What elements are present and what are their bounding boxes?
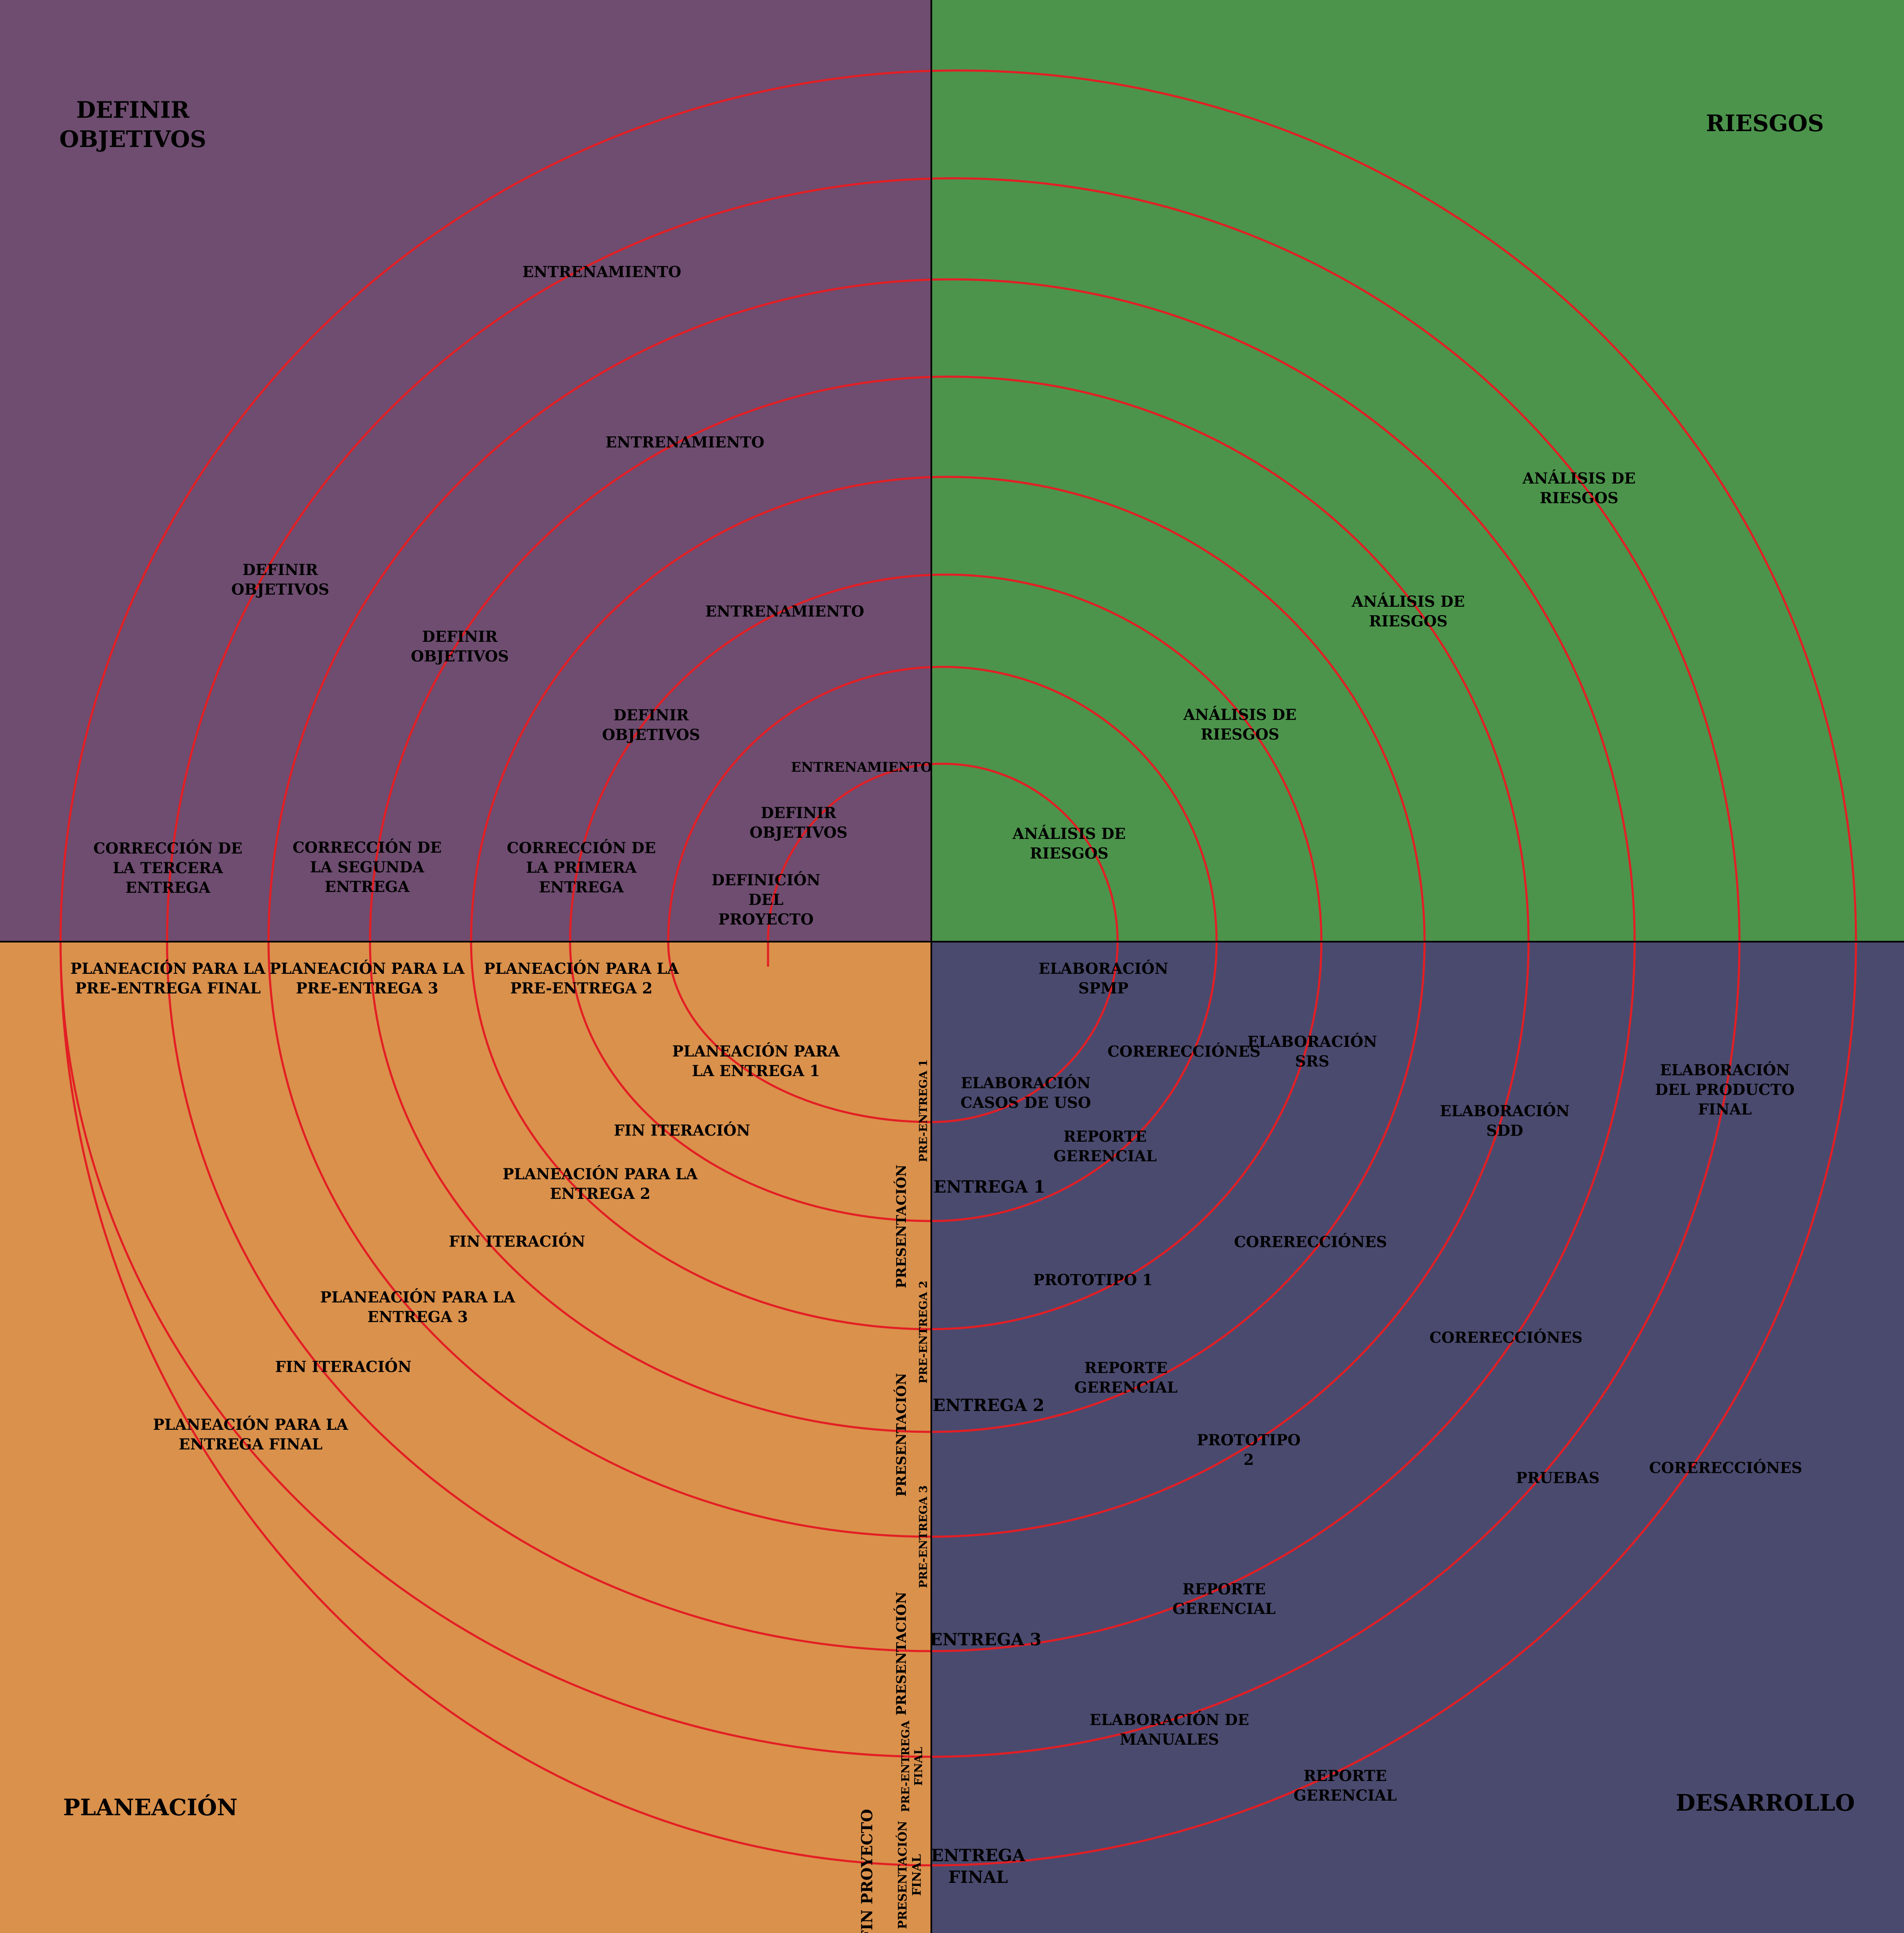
pre-delivery-label: PRE-ENTREGA 3 — [917, 1485, 930, 1588]
delivery-1-label: ENTREGA 1 — [933, 1177, 1045, 1197]
risk-analysis-label: ANÁLISIS DE RIESGOS — [1012, 825, 1126, 862]
iteration-end-label: FIN ITERACIÓN — [449, 1233, 586, 1251]
planning-label: PLANEACIÓN PARA LA ENTREGA 1 — [672, 1043, 840, 1080]
training-label: ENTRENAMIENTO — [791, 759, 933, 775]
define-objectives-label: DEFINIR OBJETIVOS — [602, 707, 700, 744]
iteration-end-label: FIN ITERACIÓN — [614, 1122, 750, 1140]
risk-analysis-label: ANÁLISIS DE RIESGOS — [1351, 593, 1465, 630]
quadrant-planning — [0, 942, 931, 1933]
quadrant-development — [931, 942, 1904, 1933]
corrections-label: CORERECCIÓNES — [1649, 1459, 1803, 1477]
final-delivery-label: ENTREGA FINAL — [931, 1846, 1025, 1887]
risk-analysis-label: ANÁLISIS DE RIESGOS — [1522, 470, 1636, 507]
pre-delivery-label: PRE-ENTREGA 1 — [917, 1059, 930, 1163]
management-report-label: REPORTE GERENCIAL — [1053, 1128, 1157, 1165]
sdd-label: ELABORACIÓN SDD — [1440, 1102, 1570, 1140]
planning-label: PLANEACIÓN PARA LA ENTREGA 2 — [502, 1165, 698, 1203]
final-product-label: ELABORACIÓN DEL PRODUCTO FINAL — [1655, 1061, 1795, 1118]
define-objectives-label: DEFINIR OBJETIVOS — [749, 804, 848, 841]
correction-label: CORRECCIÓN DE LA PRIMERA ENTREGA — [507, 839, 656, 896]
management-report-label: REPORTE GERENCIAL — [1172, 1581, 1276, 1618]
quadrant-title-development: DESARROLLO — [1676, 1789, 1855, 1816]
quadrant-define-objectives — [0, 0, 931, 942]
quadrant-title-risks: RIESGOS — [1706, 109, 1824, 137]
define-objectives-label: DEFINIR OBJETIVOS — [411, 628, 509, 665]
planning-label: PLANEACIÓN PARA LA PRE-ENTREGA 3 — [269, 960, 465, 997]
correction-label: CORRECCIÓN DE LA TERCERA ENTREGA — [93, 839, 243, 897]
management-report-label: REPORTE GERENCIAL — [1293, 1767, 1397, 1804]
srs-label: ELABORACIÓN SRS — [1247, 1033, 1377, 1070]
training-label: ENTRENAMIENTO — [605, 433, 765, 451]
pre-delivery-label: PRE-ENTREGA FINAL — [899, 1720, 925, 1812]
quadrant-title-planning: PLANEACIÓN — [63, 1794, 238, 1821]
prototype-1-label: PROTOTIPO 1 — [1033, 1271, 1153, 1289]
spmp-label: ELABORACIÓN SPMP — [1038, 960, 1169, 997]
define-objectives-label: DEFINIR OBJETIVOS — [231, 561, 330, 598]
planning-label: PLANEACIÓN PARA LA ENTREGA FINAL — [153, 1416, 348, 1453]
tests-label: PRUEBAS — [1516, 1469, 1600, 1487]
presentation-label: PRESENTACIÓN — [893, 1373, 909, 1497]
quadrant-title-objectives: DEFINIR OBJETIVOS — [59, 96, 206, 152]
training-label: ENTRENAMIENTO — [705, 603, 865, 621]
corrections-label: CORERECCIÓNES — [1107, 1043, 1261, 1061]
corrections-label: CORERECCIÓNES — [1429, 1329, 1583, 1347]
risk-analysis-label: ANÁLISIS DE RIESGOS — [1183, 706, 1297, 743]
use-cases-label: ELABORACIÓN CASOS DE USO — [960, 1074, 1091, 1112]
delivery-3-label: ENTREGA 3 — [930, 1630, 1042, 1649]
presentation-label: PRESENTACIÓN — [893, 1164, 909, 1289]
delivery-2-label: ENTREGA 2 — [933, 1396, 1045, 1415]
quadrant-risks — [931, 0, 1904, 942]
spiral-path — [59, 69, 1857, 1867]
final-presentation-label: PRESENTACIÓN FINAL — [895, 1821, 923, 1929]
planning-label: PLANEACIÓN PARA LA ENTREGA 3 — [320, 1289, 515, 1326]
project-end-label: FIN PROYECTO — [858, 1809, 876, 1933]
spiral-arcs — [59, 69, 1857, 1867]
management-report-label: REPORTE GERENCIAL — [1074, 1359, 1178, 1396]
iteration-end-label: FIN ITERACIÓN — [275, 1358, 412, 1376]
correction-label: CORRECCIÓN DE LA SEGUNDA ENTREGA — [292, 839, 442, 896]
corrections-label: CORERECCIÓNES — [1234, 1233, 1387, 1251]
presentation-label: PRESENTACIÓN — [893, 1591, 909, 1716]
planning-label: PLANEACIÓN PARA LA PRE-ENTREGA FINAL — [70, 960, 266, 997]
prototype-2-label: PROTOTIPO 2 — [1197, 1431, 1301, 1469]
manuals-label: ELABORACIÓN DE MANUALES — [1090, 1711, 1249, 1748]
project-definition-label: DEFINICIÓN DEL PROYECTO — [711, 871, 821, 928]
training-label: ENTRENAMIENTO — [522, 263, 682, 281]
pre-delivery-label: PRE-ENTREGA 2 — [917, 1280, 930, 1384]
planning-label: PLANEACIÓN PARA LA PRE-ENTREGA 2 — [484, 960, 679, 997]
